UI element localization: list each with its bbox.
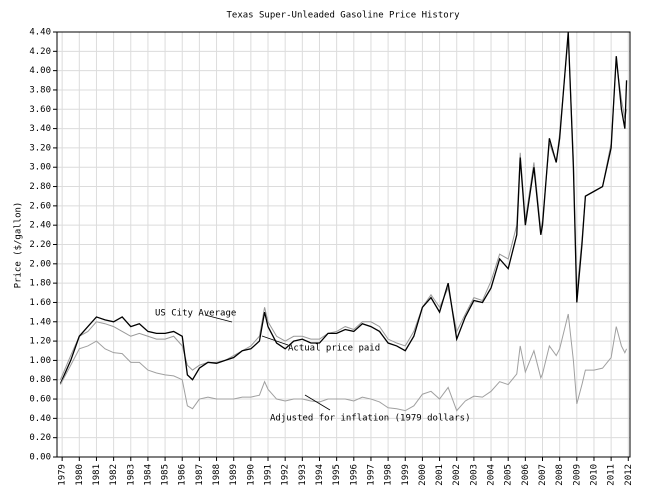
y-tick-label: 0.20: [29, 433, 51, 443]
x-tick-label: 2007: [538, 464, 548, 486]
y-tick-label: 3.60: [29, 105, 51, 115]
x-tick-label: 1985: [161, 464, 171, 486]
x-tick-label: 1993: [298, 464, 308, 486]
x-tick-label: 2004: [487, 464, 497, 486]
x-tick-label: 2011: [607, 464, 617, 486]
annotation-leader: [261, 335, 289, 346]
x-tick-label: 1986: [178, 464, 188, 486]
x-tick-label: 1991: [264, 464, 274, 486]
y-tick-label: 1.20: [29, 337, 51, 347]
y-tick-label: 4.40: [29, 28, 51, 38]
x-tick-label: 1987: [195, 464, 205, 486]
x-tick-label: 2006: [521, 464, 531, 486]
y-tick-label: 0.00: [29, 453, 51, 463]
x-tick-label: 1979: [58, 464, 68, 486]
x-tick-label: 2001: [435, 464, 445, 486]
x-tick-label: 1995: [332, 464, 342, 486]
annotation: US City Average: [155, 309, 236, 319]
y-tick-label: 1.60: [29, 298, 51, 308]
y-tick-label: 2.00: [29, 259, 51, 269]
x-tick-label: 2008: [555, 464, 565, 486]
x-tick-label: 1998: [384, 464, 394, 486]
y-axis-label: Price ($/gallon): [14, 202, 24, 289]
y-tick-label: 2.20: [29, 240, 51, 250]
y-tick-label: 3.80: [29, 85, 51, 95]
x-tick-label: 1988: [212, 464, 222, 486]
annotation-leader: [204, 314, 233, 323]
y-tick-label: 2.60: [29, 201, 51, 211]
chart-title: Texas Super-Unleaded Gasoline Price Hist…: [227, 11, 461, 21]
series-line: [59, 313, 628, 412]
y-tick-label: 4.00: [29, 66, 51, 76]
y-tick-label: 2.40: [29, 221, 51, 231]
annotation-leader: [304, 394, 331, 411]
x-tick-label: 2003: [469, 464, 479, 486]
y-tick-label: 1.00: [29, 356, 51, 366]
y-tick-label: 1.80: [29, 279, 51, 289]
x-tick-label: 1981: [92, 464, 102, 486]
x-tick-label: 2010: [589, 464, 599, 486]
x-tick-label: 1996: [349, 464, 359, 486]
y-tick-label: 3.20: [29, 143, 51, 153]
y-tick-label: 1.40: [29, 317, 51, 327]
x-tick-label: 1997: [366, 464, 376, 486]
y-tick-label: 3.00: [29, 163, 51, 173]
x-tick-label: 2000: [418, 464, 428, 486]
x-tick-label: 1999: [401, 464, 411, 486]
x-tick-label: 1989: [229, 464, 239, 486]
x-tick-label: 1982: [109, 464, 119, 486]
annotation: Actual price paid: [288, 344, 380, 354]
x-tick-label: 2012: [624, 464, 634, 486]
annotation: Adjusted for inflation (1979 dollars): [270, 414, 470, 424]
y-tick-label: 0.60: [29, 395, 51, 405]
x-tick-label: 1984: [143, 464, 153, 486]
x-tick-label: 2009: [572, 464, 582, 486]
series-line: [59, 31, 628, 384]
y-tick-label: 0.40: [29, 414, 51, 424]
x-tick-label: 1990: [246, 464, 256, 486]
x-tick-label: 1980: [75, 464, 85, 486]
y-tick-label: 2.80: [29, 182, 51, 192]
x-tick-label: 2005: [504, 464, 514, 486]
y-tick-label: 0.80: [29, 375, 51, 385]
plot-frame: [56, 31, 631, 458]
x-tick-label: 1992: [281, 464, 291, 486]
y-tick-label: 3.40: [29, 124, 51, 134]
x-tick-label: 1994: [315, 464, 325, 486]
x-tick-label: 2002: [452, 464, 462, 486]
x-tick-label: 1983: [126, 464, 136, 486]
y-tick-label: 4.20: [29, 47, 51, 57]
